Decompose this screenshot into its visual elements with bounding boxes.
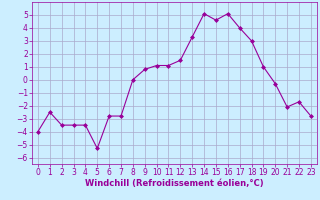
X-axis label: Windchill (Refroidissement éolien,°C): Windchill (Refroidissement éolien,°C) — [85, 179, 264, 188]
